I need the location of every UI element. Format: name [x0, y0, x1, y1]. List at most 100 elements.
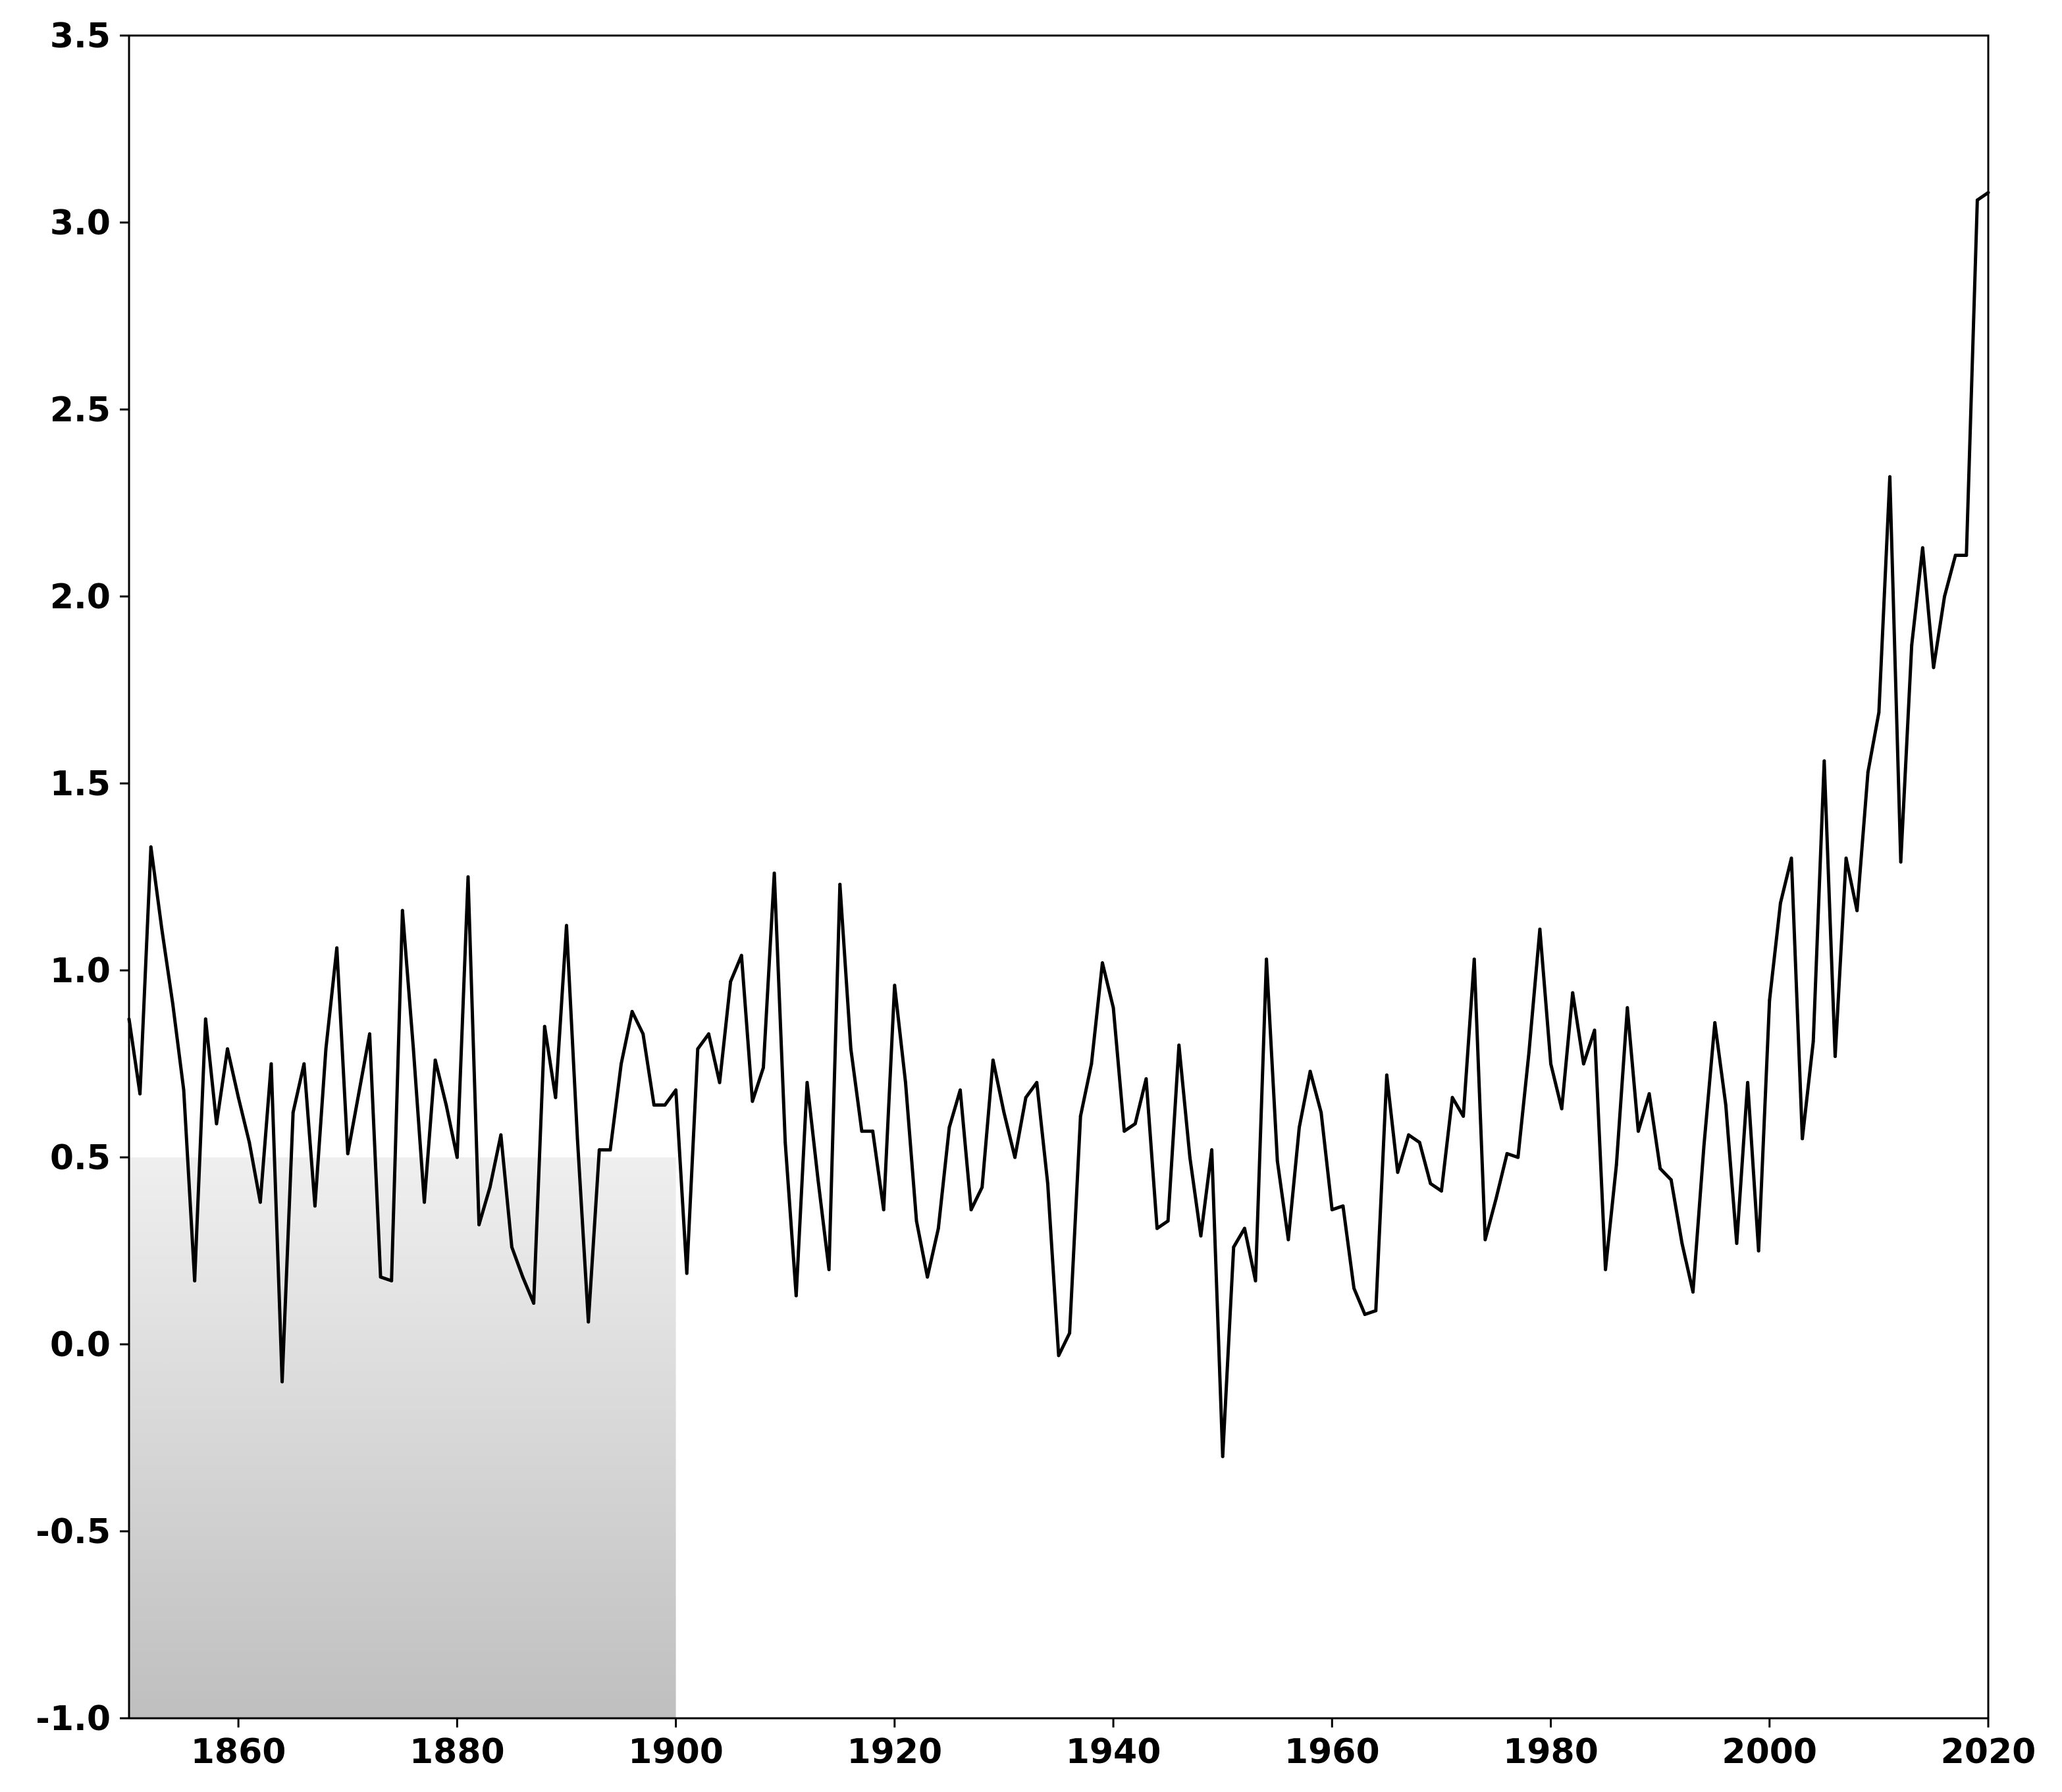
- data-point: [182, 1088, 186, 1092]
- data-point: [1571, 991, 1575, 995]
- data-point: [1396, 1171, 1400, 1174]
- data-point: [1943, 594, 1947, 598]
- data-point: [739, 953, 743, 957]
- data-point: [630, 1009, 634, 1013]
- data-point: [248, 1140, 251, 1144]
- data-point: [1090, 1062, 1094, 1066]
- data-point: [1920, 546, 1924, 550]
- data-point: [1123, 1129, 1126, 1133]
- data-point: [893, 984, 897, 988]
- data-point: [1407, 1133, 1411, 1137]
- data-point: [1975, 198, 1979, 202]
- data-point: [160, 928, 164, 932]
- data-point: [269, 1062, 273, 1066]
- data-point: [1702, 1144, 1706, 1148]
- data-point: [1538, 928, 1542, 932]
- data-point: [1746, 1080, 1750, 1084]
- data-point: [1626, 1006, 1629, 1010]
- y-tick-label: 1.0: [50, 951, 111, 991]
- data-point: [575, 1137, 579, 1141]
- data-point: [215, 1122, 219, 1126]
- data-point: [1811, 1040, 1815, 1043]
- data-point: [1822, 759, 1826, 763]
- y-tick-label: 3.5: [50, 16, 111, 56]
- data-point: [1330, 1208, 1334, 1212]
- plot-frame: [128, 34, 1990, 1720]
- data-point: [685, 1271, 689, 1275]
- data-point: [171, 1002, 174, 1006]
- data-point: [663, 1103, 667, 1107]
- data-point: [433, 1058, 437, 1062]
- data-point: [455, 1155, 459, 1159]
- data-point: [1505, 1151, 1509, 1155]
- x-tick-label: 2020: [1941, 1732, 2036, 1772]
- data-point: [1144, 1077, 1148, 1081]
- series-layer: [127, 191, 1990, 1458]
- data-point: [838, 882, 842, 886]
- data-point: [1199, 1234, 1203, 1238]
- y-tick-label: 0.5: [50, 1138, 111, 1178]
- data-point: [1658, 1167, 1662, 1171]
- data-point: [203, 1017, 207, 1021]
- data-point: [554, 1095, 558, 1099]
- axes-layer: [128, 34, 1990, 1720]
- y-tick-label: 2.0: [50, 577, 111, 617]
- data-point: [1910, 643, 1914, 647]
- data-point: [1778, 901, 1782, 905]
- data-point: [1789, 856, 1793, 860]
- data-point: [1013, 1155, 1017, 1159]
- data-point: [1254, 1278, 1257, 1282]
- x-tick-label: 1960: [1284, 1732, 1380, 1772]
- data-point: [411, 1047, 415, 1051]
- data-point: [1352, 1286, 1356, 1290]
- data-point: [488, 1185, 492, 1189]
- data-point: [1483, 1238, 1487, 1242]
- data-point: [510, 1245, 514, 1249]
- data-point: [1417, 1140, 1421, 1144]
- data-point: [193, 1278, 197, 1282]
- data-point: [914, 1219, 918, 1223]
- data-point: [1581, 1062, 1585, 1066]
- data-point: [379, 1275, 383, 1279]
- data-point: [1560, 1107, 1564, 1111]
- data-point: [696, 1047, 700, 1051]
- data-point: [1680, 1242, 1684, 1246]
- data-point: [926, 1275, 930, 1279]
- y-tick-label: 1.5: [50, 764, 111, 804]
- data-point: [236, 1095, 240, 1099]
- x-tick-label: 1900: [628, 1732, 724, 1772]
- data-point: [969, 1208, 973, 1212]
- data-point: [1341, 1204, 1345, 1208]
- data-point: [258, 1200, 262, 1204]
- data-point: [1647, 1092, 1651, 1095]
- y-tick-label: 3.0: [50, 203, 111, 243]
- data-point: [1888, 475, 1891, 479]
- data-point: [903, 1080, 907, 1084]
- data-point: [587, 1320, 591, 1324]
- data-point: [1177, 1043, 1181, 1047]
- data-point: [1319, 1111, 1323, 1115]
- data-point: [751, 1099, 754, 1103]
- data-point: [718, 1080, 722, 1084]
- data-point: [1877, 710, 1881, 714]
- data-point: [849, 1047, 853, 1051]
- data-point: [1363, 1313, 1367, 1317]
- x-tick-label: 1860: [191, 1732, 286, 1772]
- data-point: [302, 1062, 306, 1066]
- data-point: [1188, 1155, 1192, 1159]
- data-point: [1111, 1006, 1115, 1010]
- data-point: [772, 871, 776, 875]
- data-point: [1275, 1159, 1279, 1163]
- data-point: [936, 1226, 940, 1230]
- data-point: [1374, 1309, 1378, 1313]
- data-point: [1068, 1331, 1072, 1335]
- data-point: [346, 1151, 350, 1155]
- data-point: [706, 1032, 710, 1036]
- data-point: [827, 1267, 831, 1271]
- data-point: [1242, 1226, 1246, 1230]
- data-point: [816, 1178, 820, 1182]
- data-point: [521, 1275, 525, 1279]
- data-point: [729, 980, 733, 984]
- data-point: [1801, 1137, 1805, 1141]
- y-tick-label: 2.5: [50, 390, 111, 430]
